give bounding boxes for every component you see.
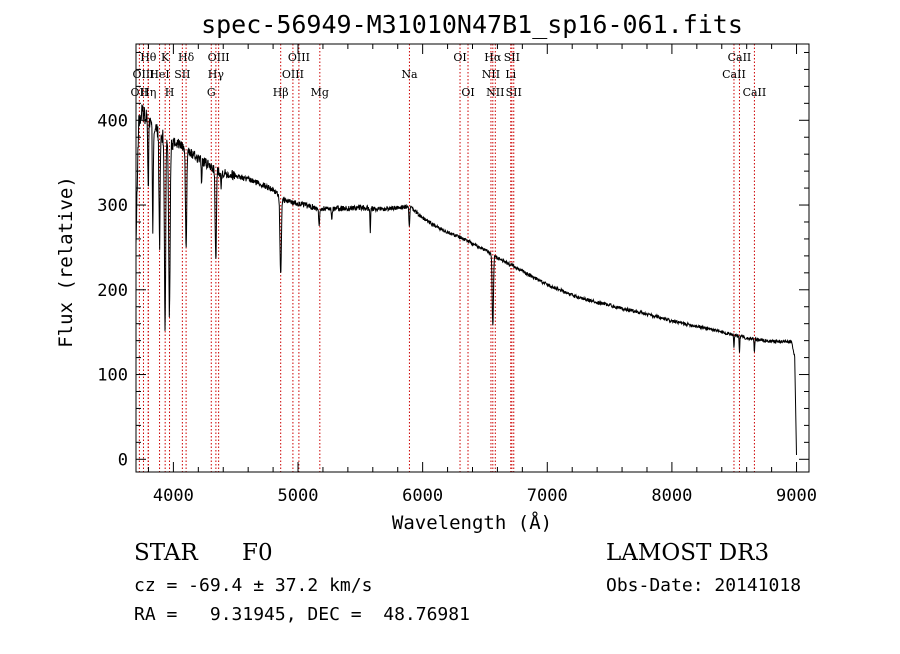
line-markers — [138, 44, 755, 472]
line-label: Hθ — [140, 51, 157, 64]
line-label: H — [165, 86, 175, 99]
y-tick-label: 300 — [97, 196, 128, 216]
chart-title: spec-56949-M31010N47B1_sp16-061.fits — [201, 10, 743, 39]
ra-dec-line: RA = 9.31945, DEC = 48.76981 — [134, 604, 470, 625]
y-tick-label: 200 — [97, 281, 128, 301]
line-label: G — [207, 86, 216, 99]
x-tick-label: 6000 — [402, 486, 443, 506]
x-tick-label: 5000 — [278, 486, 319, 506]
x-axis-ticks: 4000 5000 6000 7000 8000 9000 — [147, 44, 817, 506]
x-axis-label: Wavelength (Å) — [392, 511, 552, 534]
line-label: NII — [486, 86, 504, 99]
y-axis-label: Flux (relative) — [55, 176, 77, 348]
y-axis-ticks: 0 100 200 300 400 — [97, 51, 809, 470]
y-tick-label: 100 — [97, 366, 128, 386]
line-label: SII — [506, 86, 522, 99]
line-label: CaII — [728, 51, 752, 64]
object-class: STAR — [134, 540, 198, 566]
obs-date: Obs-Date: 20141018 — [606, 575, 801, 596]
line-label: Hδ — [178, 51, 195, 64]
line-label: CaII — [722, 68, 746, 81]
line-label: OIII — [132, 68, 154, 81]
line-label: OI — [461, 86, 474, 99]
line-label: OIII — [208, 51, 230, 64]
x-tick-label: 8000 — [651, 486, 692, 506]
survey-name: LAMOST DR3 — [606, 540, 769, 566]
redshift-line: cz = -69.4 ± 37.2 km/s — [134, 575, 372, 596]
plot-frame — [135, 43, 810, 473]
line-label: SII — [504, 51, 520, 64]
line-label: SII — [174, 68, 190, 81]
line-label: Li — [505, 68, 516, 81]
line-label: Hη — [140, 86, 156, 99]
spectrum-series-line — [135, 104, 797, 456]
object-subclass: F0 — [242, 540, 273, 566]
line-label: Hγ — [208, 68, 225, 81]
line-label: Mg — [311, 86, 329, 99]
line-label: HeI — [149, 68, 169, 81]
line-label: OII — [131, 86, 149, 99]
x-tick-label: 9000 — [776, 486, 817, 506]
line-label: NII — [482, 68, 500, 81]
line-label: OIII — [288, 51, 310, 64]
y-tick-label: 400 — [97, 111, 128, 131]
line-labels: OII Hθ OIII Hη HeI K H SII Hδ G Hγ OIII Hβ OIII OIII Mg… — [131, 51, 767, 99]
x-tick-label: 4000 — [153, 486, 194, 506]
line-label: OI — [453, 51, 466, 64]
y-tick-label: 0 — [118, 450, 128, 470]
line-label: Na — [401, 68, 418, 81]
x-tick-label: 7000 — [527, 486, 568, 506]
line-label: K — [161, 51, 170, 64]
line-label: Hβ — [273, 86, 289, 99]
line-label: CaII — [743, 86, 767, 99]
line-label: Hα — [484, 51, 502, 64]
line-label: OIII — [282, 68, 304, 81]
